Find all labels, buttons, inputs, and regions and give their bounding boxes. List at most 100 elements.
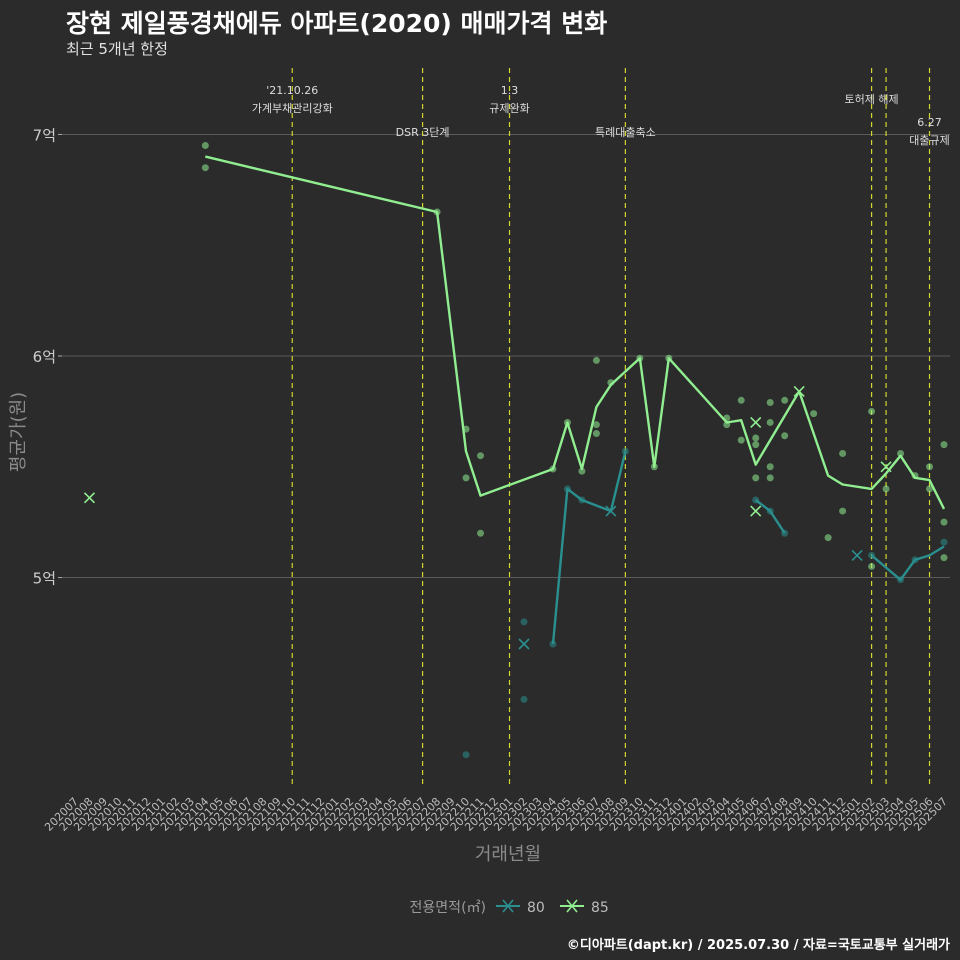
series-85-cross bbox=[793, 385, 805, 398]
series-85-point bbox=[781, 396, 789, 404]
series-85-point bbox=[752, 441, 760, 449]
x-axis: 2020072020082020092020102020112020122021… bbox=[42, 795, 950, 834]
chart-subtitle: 최근 5개년 한정 bbox=[66, 40, 168, 58]
series-80-line bbox=[551, 451, 627, 645]
series-80-point bbox=[940, 538, 948, 546]
y-tick-label: 7억 bbox=[33, 126, 56, 144]
y-tick-label: 6억 bbox=[33, 348, 56, 366]
series-80-point bbox=[563, 485, 571, 493]
event-label: 가계부채관리강화 bbox=[252, 102, 333, 115]
series-80-point bbox=[621, 447, 629, 455]
series-85-point bbox=[636, 354, 644, 362]
event-label: DSR 3단계 bbox=[396, 126, 450, 139]
series-80-point bbox=[868, 551, 876, 559]
series-80-cross bbox=[851, 549, 863, 561]
legend-label: 80 bbox=[527, 900, 545, 916]
series-85-point bbox=[723, 421, 731, 429]
series-85-line bbox=[205, 155, 946, 510]
series-85-point bbox=[563, 418, 571, 426]
series-80-point bbox=[549, 640, 557, 648]
legend-item-85: 85 bbox=[560, 899, 609, 916]
series-85-point bbox=[578, 467, 586, 475]
series-85-point bbox=[868, 562, 876, 570]
series-85-point bbox=[897, 449, 905, 457]
series-layer bbox=[83, 142, 948, 759]
series-85-point bbox=[737, 436, 745, 444]
legend-label: 85 bbox=[591, 900, 609, 916]
grid-lines bbox=[62, 133, 950, 579]
series-85-point bbox=[824, 534, 832, 542]
series-85-point bbox=[665, 354, 673, 362]
series-80-point bbox=[897, 576, 905, 584]
source-caption: ©디아파트(dapt.kr) / 2025.07.30 / 자료=국토교통부 실… bbox=[566, 938, 950, 953]
series-85-point bbox=[839, 449, 847, 457]
event-label: 대출규제 bbox=[909, 134, 949, 147]
series-80-point bbox=[911, 556, 919, 564]
legend-key-cross bbox=[566, 899, 578, 913]
y-axis: 5억 6억 7억 bbox=[33, 126, 62, 588]
legend-title: 전용면적(㎡) bbox=[410, 900, 486, 916]
y-tick-label: 5억 bbox=[33, 570, 56, 588]
series-85-point bbox=[882, 485, 890, 493]
series-85-point bbox=[940, 554, 948, 562]
series-85-point bbox=[766, 463, 774, 471]
series-85-point bbox=[592, 430, 600, 438]
chart-title: 장현 제일풍경채에듀 아파트(2020) 매매가격 변화 bbox=[66, 9, 608, 38]
series-85-cross bbox=[880, 461, 892, 473]
series-85-point bbox=[737, 396, 745, 404]
series-80-point bbox=[462, 751, 470, 759]
series-85-point bbox=[607, 379, 615, 387]
y-axis-title: 평균가(원) bbox=[8, 392, 29, 472]
series-85-point bbox=[462, 474, 470, 482]
series-85-point bbox=[477, 529, 485, 537]
event-label: 1.3 bbox=[501, 84, 519, 97]
series-85-point bbox=[839, 507, 847, 515]
legend-key-cross bbox=[502, 899, 514, 913]
series-85-point bbox=[926, 463, 934, 471]
series-85-point bbox=[766, 474, 774, 482]
series-85-cross bbox=[83, 492, 96, 504]
event-label: 6.27 bbox=[917, 116, 942, 129]
series-85-cross bbox=[750, 416, 762, 429]
series-85-point bbox=[940, 518, 948, 526]
event-label: 규제완화 bbox=[489, 102, 529, 115]
series-80-point bbox=[578, 496, 586, 504]
series-85-point bbox=[940, 441, 948, 449]
series-85-point bbox=[911, 472, 919, 480]
series-85-point bbox=[723, 414, 731, 422]
series-80-point bbox=[766, 507, 774, 515]
event-label: 특례대출축소 bbox=[595, 126, 656, 139]
series-85-point bbox=[868, 407, 876, 415]
series-85-point bbox=[752, 474, 760, 482]
series-85-point bbox=[592, 356, 600, 364]
series-80-cross bbox=[605, 505, 617, 517]
series-85-point bbox=[201, 142, 209, 150]
series-85-point bbox=[549, 465, 557, 473]
event-label: 토허제 해제 bbox=[845, 92, 899, 106]
series-85-cross bbox=[750, 505, 762, 517]
legend: 전용면적(㎡) 80 85 bbox=[410, 899, 609, 916]
event-label: '21.10.26 bbox=[266, 84, 318, 97]
series-80-point bbox=[520, 618, 528, 626]
x-axis-title: 거래년월 bbox=[475, 844, 541, 865]
series-85-point bbox=[592, 421, 600, 429]
series-85-point bbox=[201, 164, 209, 172]
series-85-point bbox=[810, 410, 818, 418]
legend-item-80: 80 bbox=[496, 899, 545, 916]
series-85-point bbox=[477, 452, 485, 460]
series-85-point bbox=[433, 208, 441, 216]
series-80-line bbox=[870, 545, 945, 581]
series-85-point bbox=[462, 425, 470, 433]
series-85-point bbox=[926, 485, 934, 493]
series-85-point bbox=[766, 418, 774, 426]
series-85-point bbox=[766, 399, 774, 407]
series-80-point bbox=[520, 695, 528, 703]
series-80-line bbox=[754, 499, 786, 534]
series-85-point bbox=[781, 432, 789, 440]
series-85-point bbox=[752, 434, 760, 442]
series-80-cross bbox=[518, 638, 530, 650]
series-80-point bbox=[781, 529, 789, 537]
series-85-point bbox=[650, 463, 658, 471]
